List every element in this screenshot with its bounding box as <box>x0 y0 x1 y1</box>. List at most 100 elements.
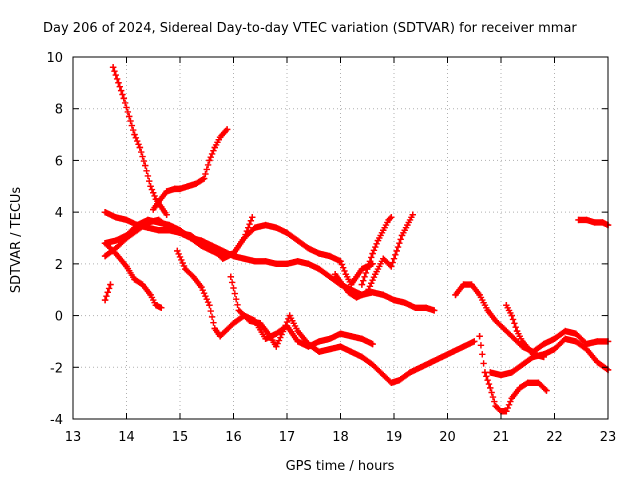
data-point <box>112 237 119 244</box>
data-point <box>315 250 323 257</box>
data-point <box>326 252 333 260</box>
data-point <box>176 185 184 193</box>
y-tick-label: 8 <box>55 103 63 118</box>
data-point <box>198 283 205 291</box>
data-point <box>315 348 323 355</box>
data-point <box>326 345 333 353</box>
data-point <box>551 335 558 343</box>
data-point <box>152 302 160 309</box>
data-point <box>500 325 507 332</box>
data-point <box>273 224 280 231</box>
y-tick-label: 4 <box>55 206 63 221</box>
chart-title: Day 206 of 2024, Sidereal Day-to-day VTE… <box>43 21 577 36</box>
data-point <box>184 183 192 190</box>
data-point <box>398 232 406 239</box>
data-point <box>337 258 344 265</box>
data-point <box>262 258 269 265</box>
data-point <box>158 304 165 312</box>
data-point <box>471 338 478 345</box>
data-point <box>192 180 200 187</box>
y-tick-label: -2 <box>50 361 63 376</box>
data-point <box>123 216 130 224</box>
data-point <box>430 307 438 314</box>
data-point <box>273 260 280 268</box>
x-tick-label: 19 <box>386 430 403 445</box>
data-point <box>348 333 355 340</box>
series-arc-7 <box>101 281 114 304</box>
x-tick-label: 22 <box>546 430 563 445</box>
data-point <box>572 338 580 345</box>
data-point <box>147 183 154 190</box>
data-point <box>484 307 491 314</box>
data-point <box>107 281 114 288</box>
data-point <box>540 340 547 348</box>
data-point <box>353 294 360 301</box>
series-markers <box>150 126 231 213</box>
data-point <box>438 353 446 361</box>
data-point <box>452 291 459 299</box>
x-tick-label: 23 <box>600 430 617 445</box>
data-point <box>476 333 483 340</box>
data-point <box>572 330 580 337</box>
data-point <box>249 214 256 221</box>
data-point <box>112 250 119 257</box>
data-point <box>315 338 323 345</box>
data-point <box>417 364 424 371</box>
data-point <box>409 211 416 218</box>
data-point <box>262 335 269 343</box>
data-point <box>305 340 312 348</box>
data-point <box>594 338 601 345</box>
axis-ticks: 13 14 15 16 17 18 19 20 21 22 23 -4 -2 0 2 4 6 8 10 <box>46 51 616 445</box>
data-point <box>380 291 387 299</box>
data-point <box>155 227 162 234</box>
data-point <box>481 369 489 376</box>
data-point <box>223 126 231 133</box>
data-point <box>599 219 606 226</box>
data-point <box>575 216 582 224</box>
data-point <box>101 252 109 260</box>
data-point <box>369 340 376 348</box>
data-point <box>497 371 505 379</box>
data-point <box>540 353 547 361</box>
data-point <box>163 188 170 195</box>
data-point <box>337 343 344 350</box>
data-point <box>535 379 542 386</box>
x-tick-label: 21 <box>493 430 510 445</box>
data-point <box>401 299 408 306</box>
data-point <box>508 333 515 340</box>
y-tick-label: 6 <box>55 154 63 169</box>
data-point <box>115 79 122 87</box>
data-point <box>591 219 598 226</box>
y-tick-label: 0 <box>55 310 63 325</box>
data-point <box>583 345 590 353</box>
series-markers <box>101 239 165 312</box>
x-tick-label: 13 <box>65 430 82 445</box>
data-point <box>230 250 237 257</box>
data-point <box>406 369 414 376</box>
data-point <box>358 335 366 343</box>
data-point <box>562 335 569 343</box>
data-point <box>206 302 213 309</box>
series-arc-6 <box>101 239 165 312</box>
data-point <box>503 408 510 415</box>
data-point <box>449 348 457 355</box>
data-point <box>342 271 350 278</box>
data-point <box>155 216 162 224</box>
data-point <box>513 327 521 335</box>
y-tick-label: 10 <box>46 51 63 66</box>
data-point <box>104 289 111 296</box>
data-series <box>101 64 612 415</box>
data-point <box>257 320 264 327</box>
data-point <box>369 361 376 368</box>
data-point <box>294 237 301 244</box>
data-point <box>211 144 218 151</box>
data-point <box>348 348 355 355</box>
data-point <box>109 64 117 71</box>
data-point <box>594 358 601 366</box>
data-point <box>583 216 590 224</box>
data-point <box>262 221 269 229</box>
data-point <box>380 255 387 262</box>
data-point <box>326 273 333 280</box>
data-point <box>543 387 550 394</box>
